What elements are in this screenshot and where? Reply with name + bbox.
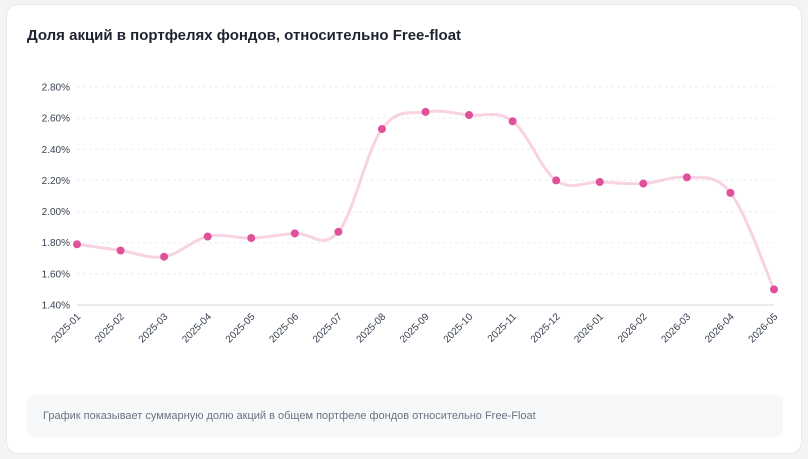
series-line [75,109,776,291]
data-point [116,246,125,255]
x-tick-label: 2026-05 [747,311,781,345]
x-tick-label: 2025-10 [442,311,476,345]
data-point [508,117,517,126]
x-tick-label: 2026-01 [572,311,606,345]
chart-card: Доля акций в портфелях фондов, относител… [6,4,802,454]
data-point [682,173,691,182]
data-point [73,240,81,249]
x-tick-label: 2025-02 [93,311,127,345]
data-point [421,107,430,116]
data-point [203,232,212,241]
y-tick-label: 2.00% [42,207,70,218]
x-tick-label: 2025-01 [50,311,84,345]
x-tick-label: 2025-12 [529,311,563,345]
y-tick-label: 2.80% [42,83,70,94]
y-tick-label: 1.60% [42,269,70,280]
x-tick-label: 2025-04 [180,311,214,345]
x-tick-label: 2025-11 [486,311,520,345]
y-tick-label: 2.40% [42,145,70,156]
y-tick-label: 1.40% [42,301,70,312]
data-point [595,177,604,186]
x-tick-label: 2025-03 [137,311,171,345]
x-tick-label: 2025-06 [267,311,301,345]
data-point [726,188,735,197]
data-point [334,227,343,236]
x-tick-label: 2026-03 [660,311,694,345]
chart-title: Доля акций в портфелях фондов, относител… [27,27,462,44]
x-tick-label: 2025-07 [311,311,345,345]
data-point [552,176,561,185]
x-tick-label: 2026-02 [616,311,650,345]
data-point [290,229,299,238]
x-tick-label: 2025-05 [224,311,258,345]
line-chart: 1.40% 1.60% 1.80% 2.00% 2.20% 2.40% 2.60% 2.80%… [42,83,781,346]
x-tick-label: 2026-04 [703,311,737,345]
data-point [377,125,386,134]
x-tick-label: 2025-09 [398,311,432,345]
y-tick-label: 1.80% [42,238,70,249]
y-tick-label: 2.60% [42,114,70,125]
y-tick-label: 2.20% [42,176,70,187]
data-point [639,179,648,188]
x-tick-label: 2025-08 [355,311,389,345]
data-point [465,111,474,120]
data-point [160,252,169,261]
data-point [247,234,256,243]
chart-description: График показывает суммарную долю акций в… [27,395,783,437]
data-point [770,285,778,294]
